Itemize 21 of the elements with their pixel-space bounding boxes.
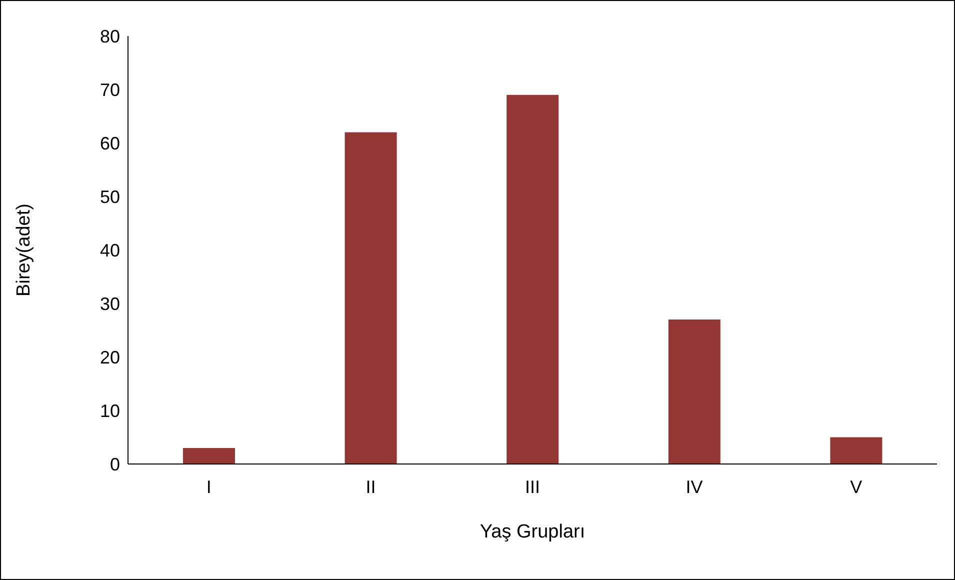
bar [506,94,559,464]
bar [183,448,235,464]
x-tick-label: II [366,476,376,497]
bar [344,132,397,464]
x-tick-label: III [524,476,540,497]
x-tick-label: V [850,476,862,497]
y-tick-label: 30 [100,294,120,314]
x-tick-label: IV [686,476,703,497]
y-tick-label: 20 [100,347,120,368]
bar [668,320,720,464]
y-tick-label: 10 [100,400,120,421]
x-tick-label: I [206,476,212,497]
y-axis-title: Birey(adet) [14,204,35,296]
x-axis-title: Yaş Grupları [480,521,586,542]
y-tick-label: 60 [100,133,120,154]
bar [830,437,882,464]
y-tick-label: 70 [100,80,120,100]
y-tick-label: 50 [100,186,120,207]
y-tick-label: 40 [100,240,120,260]
y-tick-label: 0 [110,454,120,474]
y-tick-label: 80 [100,26,120,46]
